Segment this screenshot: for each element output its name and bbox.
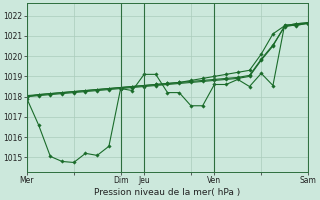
X-axis label: Pression niveau de la mer( hPa ): Pression niveau de la mer( hPa ) [94,188,241,197]
